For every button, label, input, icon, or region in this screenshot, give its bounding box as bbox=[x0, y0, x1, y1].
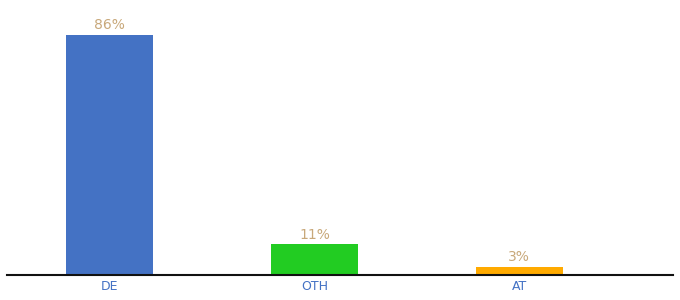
Text: 3%: 3% bbox=[509, 250, 530, 264]
Text: 11%: 11% bbox=[299, 228, 330, 242]
Bar bbox=[66, 35, 153, 275]
Text: 86%: 86% bbox=[94, 18, 125, 32]
Bar bbox=[476, 267, 563, 275]
Bar bbox=[271, 244, 358, 275]
